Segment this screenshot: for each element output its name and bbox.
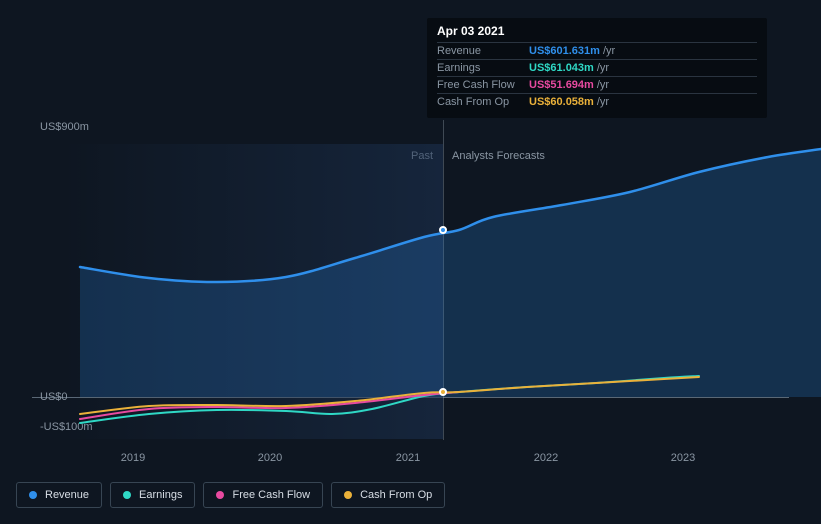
tooltip-row: Cash From OpUS$60.058m/yr [437,93,757,110]
legend-label: Revenue [45,489,89,501]
tooltip-row-value: US$51.694m [529,79,594,91]
chart-marker [439,226,447,234]
legend-dot [29,491,37,499]
chart-legend: Revenue Earnings Free Cash Flow Cash From O… [16,482,445,508]
tooltip-row-unit: /yr [597,79,609,91]
tooltip-row-unit: /yr [597,96,609,108]
tooltip-row-value: US$60.058m [529,96,594,108]
chart-tooltip: Apr 03 2021 RevenueUS$601.631m/yrEarning… [427,18,767,118]
legend-item[interactable]: Revenue [16,482,102,508]
legend-label: Cash From Op [360,489,432,501]
legend-label: Free Cash Flow [232,489,310,501]
tooltip-row-label: Cash From Op [437,96,529,108]
chart-marker [439,388,447,396]
tooltip-row-unit: /yr [597,62,609,74]
legend-item[interactable]: Free Cash Flow [203,482,323,508]
legend-label: Earnings [139,489,182,501]
legend-dot [344,491,352,499]
tooltip-row-value: US$61.043m [529,62,594,74]
tooltip-row-label: Free Cash Flow [437,79,529,91]
tooltip-row: RevenueUS$601.631m/yr [437,42,757,59]
tooltip-row-unit: /yr [603,45,615,57]
legend-item[interactable]: Cash From Op [331,482,445,508]
tooltip-row-value: US$601.631m [529,45,600,57]
tooltip-date: Apr 03 2021 [437,24,757,42]
legend-dot [123,491,131,499]
tooltip-row-label: Revenue [437,45,529,57]
tooltip-row: Free Cash FlowUS$51.694m/yr [437,76,757,93]
legend-item[interactable]: Earnings [110,482,195,508]
legend-dot [216,491,224,499]
tooltip-row: EarningsUS$61.043m/yr [437,59,757,76]
tooltip-row-label: Earnings [437,62,529,74]
